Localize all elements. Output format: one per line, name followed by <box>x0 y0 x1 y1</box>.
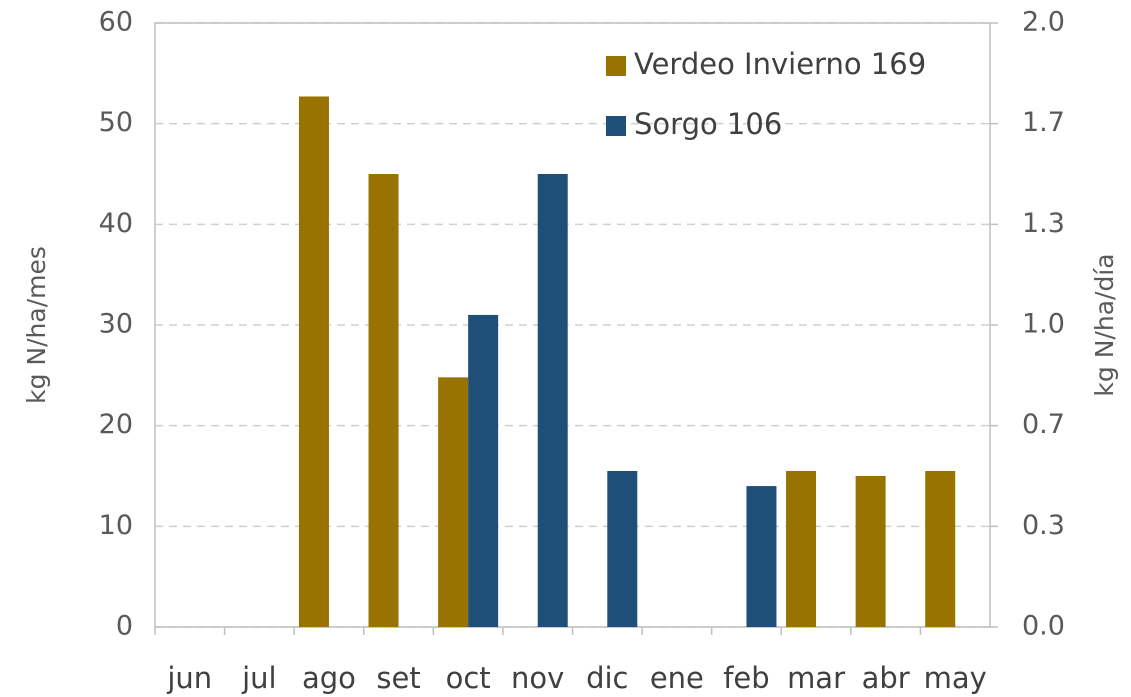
x-tick-label: jul <box>241 661 277 695</box>
y2-tick-label: 1.3 <box>1022 208 1065 239</box>
x-tick-label: nov <box>511 661 564 695</box>
y2-tick-label: 2.0 <box>1022 7 1065 38</box>
bar <box>368 174 399 627</box>
x-tick-label: ago <box>302 661 356 695</box>
y-tick-label: 10 <box>99 510 133 541</box>
x-tick-label: abr <box>862 661 910 695</box>
x-tick-label: oct <box>446 661 491 695</box>
y2-tick-label: 0.7 <box>1022 409 1065 440</box>
x-tick-label: feb <box>723 661 769 695</box>
y-tick-label: 0 <box>116 611 133 642</box>
bar <box>855 476 886 627</box>
y-tick-label: 30 <box>99 309 133 340</box>
y2-tick-label: 1.7 <box>1022 107 1065 138</box>
legend-swatch <box>606 56 626 76</box>
y-axis-title: kg N/ha/mes <box>22 246 51 404</box>
y-tick-label: 40 <box>99 208 133 239</box>
y-tick-label: 50 <box>99 107 133 138</box>
y2-tick-label: 0.0 <box>1022 611 1065 642</box>
y2-tick-label: 0.3 <box>1022 510 1065 541</box>
x-tick-label: ene <box>650 661 704 695</box>
bar <box>298 96 329 627</box>
y-tick-label: 60 <box>99 7 133 38</box>
y2-tick-label: 1.0 <box>1022 309 1065 340</box>
bar <box>438 377 469 627</box>
x-tick-label: may <box>924 661 987 695</box>
x-tick-label: dic <box>586 661 628 695</box>
bar <box>746 486 777 627</box>
x-tick-label: set <box>376 661 420 695</box>
y2-axis-title: kg N/ha/día <box>1090 253 1119 396</box>
bar <box>537 174 568 627</box>
x-tick-label: jun <box>166 661 212 695</box>
bar <box>468 314 499 627</box>
bar <box>925 470 956 627</box>
legend-label: Verdeo Invierno 169 <box>634 47 926 81</box>
y-tick-label: 20 <box>99 409 133 440</box>
legend-swatch <box>606 116 626 136</box>
bar <box>786 470 817 627</box>
x-tick-label: mar <box>787 661 845 695</box>
legend-label: Sorgo 106 <box>634 107 782 141</box>
bar <box>607 470 638 627</box>
